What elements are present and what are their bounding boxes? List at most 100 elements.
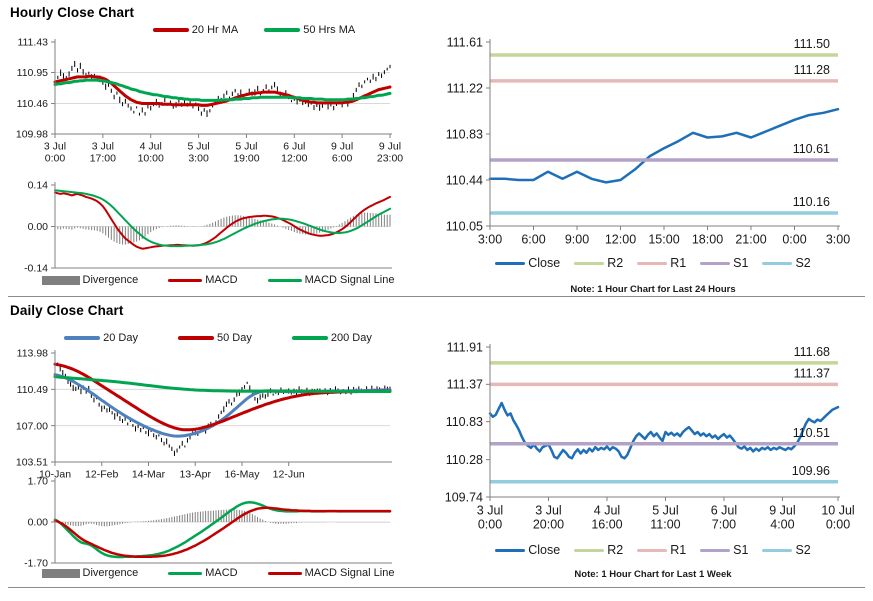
svg-text:110.61: 110.61 — [793, 142, 830, 156]
svg-text:14-Mar: 14-Mar — [132, 469, 166, 481]
hourly-price-legend: 20 Hr MA 50 Hrs MA — [8, 24, 464, 36]
svg-text:3 Jul: 3 Jul — [44, 141, 66, 153]
svg-text:12-Jun: 12-Jun — [273, 469, 305, 481]
line-swatch-20-day — [64, 336, 101, 340]
line-swatch-s2 — [762, 548, 793, 552]
hourly-pivot-legend: Close R2 R1 S1 S2 — [436, 256, 870, 270]
svg-text:12:00: 12:00 — [281, 153, 307, 165]
svg-text:109.96: 109.96 — [792, 464, 830, 478]
bar-swatch-divergence — [41, 568, 80, 578]
svg-text:111.50: 111.50 — [794, 37, 830, 51]
svg-text:0:00: 0:00 — [826, 518, 850, 532]
svg-text:18:00: 18:00 — [692, 233, 723, 247]
svg-text:0.00: 0.00 — [28, 517, 49, 529]
svg-text:0:00: 0:00 — [45, 153, 66, 165]
svg-text:110.95: 110.95 — [17, 67, 48, 79]
weekly-pivot-chart: 111.68 111.37 110.51 109.96 111.91 111.37 110.… — [445, 340, 855, 532]
legend-item-close: Close — [495, 543, 560, 557]
legend-item-20-hr-ma: 20 Hr MA — [152, 24, 239, 36]
line-swatch-r2 — [574, 261, 605, 265]
svg-text:111.68: 111.68 — [794, 345, 830, 359]
svg-text:1.70: 1.70 — [28, 476, 49, 488]
svg-text:3 Jul: 3 Jul — [92, 141, 114, 153]
legend-item-r2: R2 — [574, 543, 623, 557]
legend-label: MACD Signal Line — [304, 567, 395, 579]
svg-text:113.98: 113.98 — [17, 348, 48, 360]
svg-text:4 Jul: 4 Jul — [140, 141, 162, 153]
legend-item-50-day: 50 Day — [178, 332, 252, 344]
svg-text:20:00: 20:00 — [533, 518, 564, 532]
line-swatch-50-hrs-ma — [264, 28, 301, 32]
legend-label: Close — [528, 256, 561, 270]
legend-item-s1: S1 — [700, 543, 748, 557]
svg-text:103.51: 103.51 — [16, 457, 48, 469]
legend-item-s2: S2 — [762, 543, 811, 557]
legend-item-r1: R1 — [637, 543, 686, 557]
svg-text:0.14: 0.14 — [28, 180, 49, 192]
line-swatch-macd-signal-line — [267, 278, 302, 282]
line-swatch-s1 — [700, 548, 731, 552]
svg-text:110.51: 110.51 — [793, 426, 830, 440]
legend-label: S2 — [795, 543, 811, 557]
svg-text:111.61: 111.61 — [447, 35, 483, 49]
svg-text:5 Jul: 5 Jul — [652, 504, 678, 518]
svg-text:15:00: 15:00 — [648, 233, 679, 247]
svg-text:111.37: 111.37 — [447, 378, 483, 392]
svg-text:0.00: 0.00 — [28, 221, 49, 233]
svg-text:3:00: 3:00 — [826, 233, 850, 247]
line-swatch-20-hr-ma — [152, 28, 189, 32]
svg-text:12-Feb: 12-Feb — [85, 469, 118, 481]
svg-text:5 Jul: 5 Jul — [235, 141, 257, 153]
line-swatch-r1 — [637, 548, 668, 552]
legend-label: MACD — [205, 274, 238, 286]
legend-item-macd: MACD — [168, 274, 238, 286]
hourly-macd-legend: Divergence MACD MACD Signal Line — [8, 274, 428, 286]
legend-label: 20 Day — [103, 332, 138, 344]
svg-text:111.28: 111.28 — [794, 63, 830, 77]
legend-label: S2 — [795, 256, 811, 270]
svg-text:19:00: 19:00 — [233, 153, 259, 165]
daily-price-legend: 20 Day 50 Day 200 Day — [8, 332, 428, 344]
legend-label: R1 — [670, 543, 687, 557]
svg-text:111.91: 111.91 — [447, 340, 483, 354]
legend-item-macd-signal-line: MACD Signal Line — [267, 567, 395, 579]
svg-text:3 Jul: 3 Jul — [535, 504, 561, 518]
legend-item-divergence: Divergence — [41, 274, 138, 286]
svg-text:11:00: 11:00 — [650, 518, 680, 532]
line-swatch-50-day — [178, 336, 214, 340]
legend-item-r1: R1 — [637, 256, 686, 270]
legend-label: 200 Day — [330, 332, 372, 344]
legend-label: MACD — [205, 567, 238, 579]
svg-text:110.83: 110.83 — [446, 127, 483, 141]
line-swatch-macd — [168, 571, 203, 575]
svg-text:3:00: 3:00 — [478, 233, 502, 247]
svg-text:10-Jan: 10-Jan — [39, 469, 71, 481]
svg-text:3:00: 3:00 — [188, 153, 209, 165]
legend-label: R2 — [607, 543, 624, 557]
line-swatch-macd-signal-line — [267, 571, 302, 575]
legend-label: R2 — [607, 256, 624, 270]
weekly-pivot-note: Note: 1 Hour Chart for Last 1 Week — [574, 569, 732, 580]
svg-text:-0.14: -0.14 — [24, 263, 48, 272]
legend-label: S1 — [733, 256, 749, 270]
legend-label: R1 — [670, 256, 687, 270]
svg-text:110.83: 110.83 — [446, 415, 483, 429]
svg-text:9 Jul: 9 Jul — [769, 504, 795, 518]
svg-text:7:00: 7:00 — [712, 518, 736, 532]
svg-text:21:00: 21:00 — [735, 233, 766, 247]
legend-item-20-day: 20 Day — [64, 332, 138, 344]
svg-text:109.74: 109.74 — [445, 490, 483, 504]
legend-item-50-hrs-ma: 50 Hrs MA — [264, 24, 355, 36]
svg-text:3 Jul: 3 Jul — [477, 504, 503, 518]
svg-text:12:00: 12:00 — [605, 233, 636, 247]
svg-text:4:00: 4:00 — [770, 518, 794, 532]
line-swatch-close — [495, 548, 526, 552]
line-swatch-close — [495, 261, 526, 265]
legend-label: Divergence — [82, 567, 139, 579]
svg-text:5 Jul: 5 Jul — [187, 141, 209, 153]
line-swatch-r1 — [637, 261, 668, 265]
daily-macd-chart: 1.70 0.00 -1.70 — [24, 476, 392, 568]
legend-label: 20 Hr MA — [191, 24, 239, 36]
svg-text:-1.70: -1.70 — [24, 558, 48, 568]
